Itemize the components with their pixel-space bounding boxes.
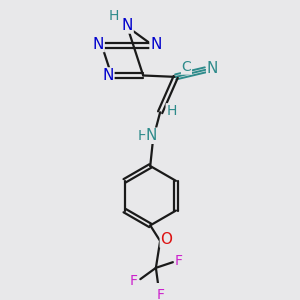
Text: H: H: [166, 104, 177, 118]
Text: O: O: [160, 232, 172, 247]
Text: F: F: [156, 288, 164, 300]
Text: N: N: [146, 128, 157, 143]
Text: N: N: [207, 61, 218, 76]
Text: C: C: [182, 60, 191, 74]
Text: F: F: [175, 254, 183, 268]
Text: N: N: [150, 37, 161, 52]
Text: H: H: [109, 9, 119, 23]
Text: F: F: [130, 274, 138, 288]
Text: N: N: [103, 68, 114, 83]
Text: H: H: [137, 129, 148, 143]
Text: N: N: [122, 18, 133, 33]
Text: N: N: [93, 37, 104, 52]
